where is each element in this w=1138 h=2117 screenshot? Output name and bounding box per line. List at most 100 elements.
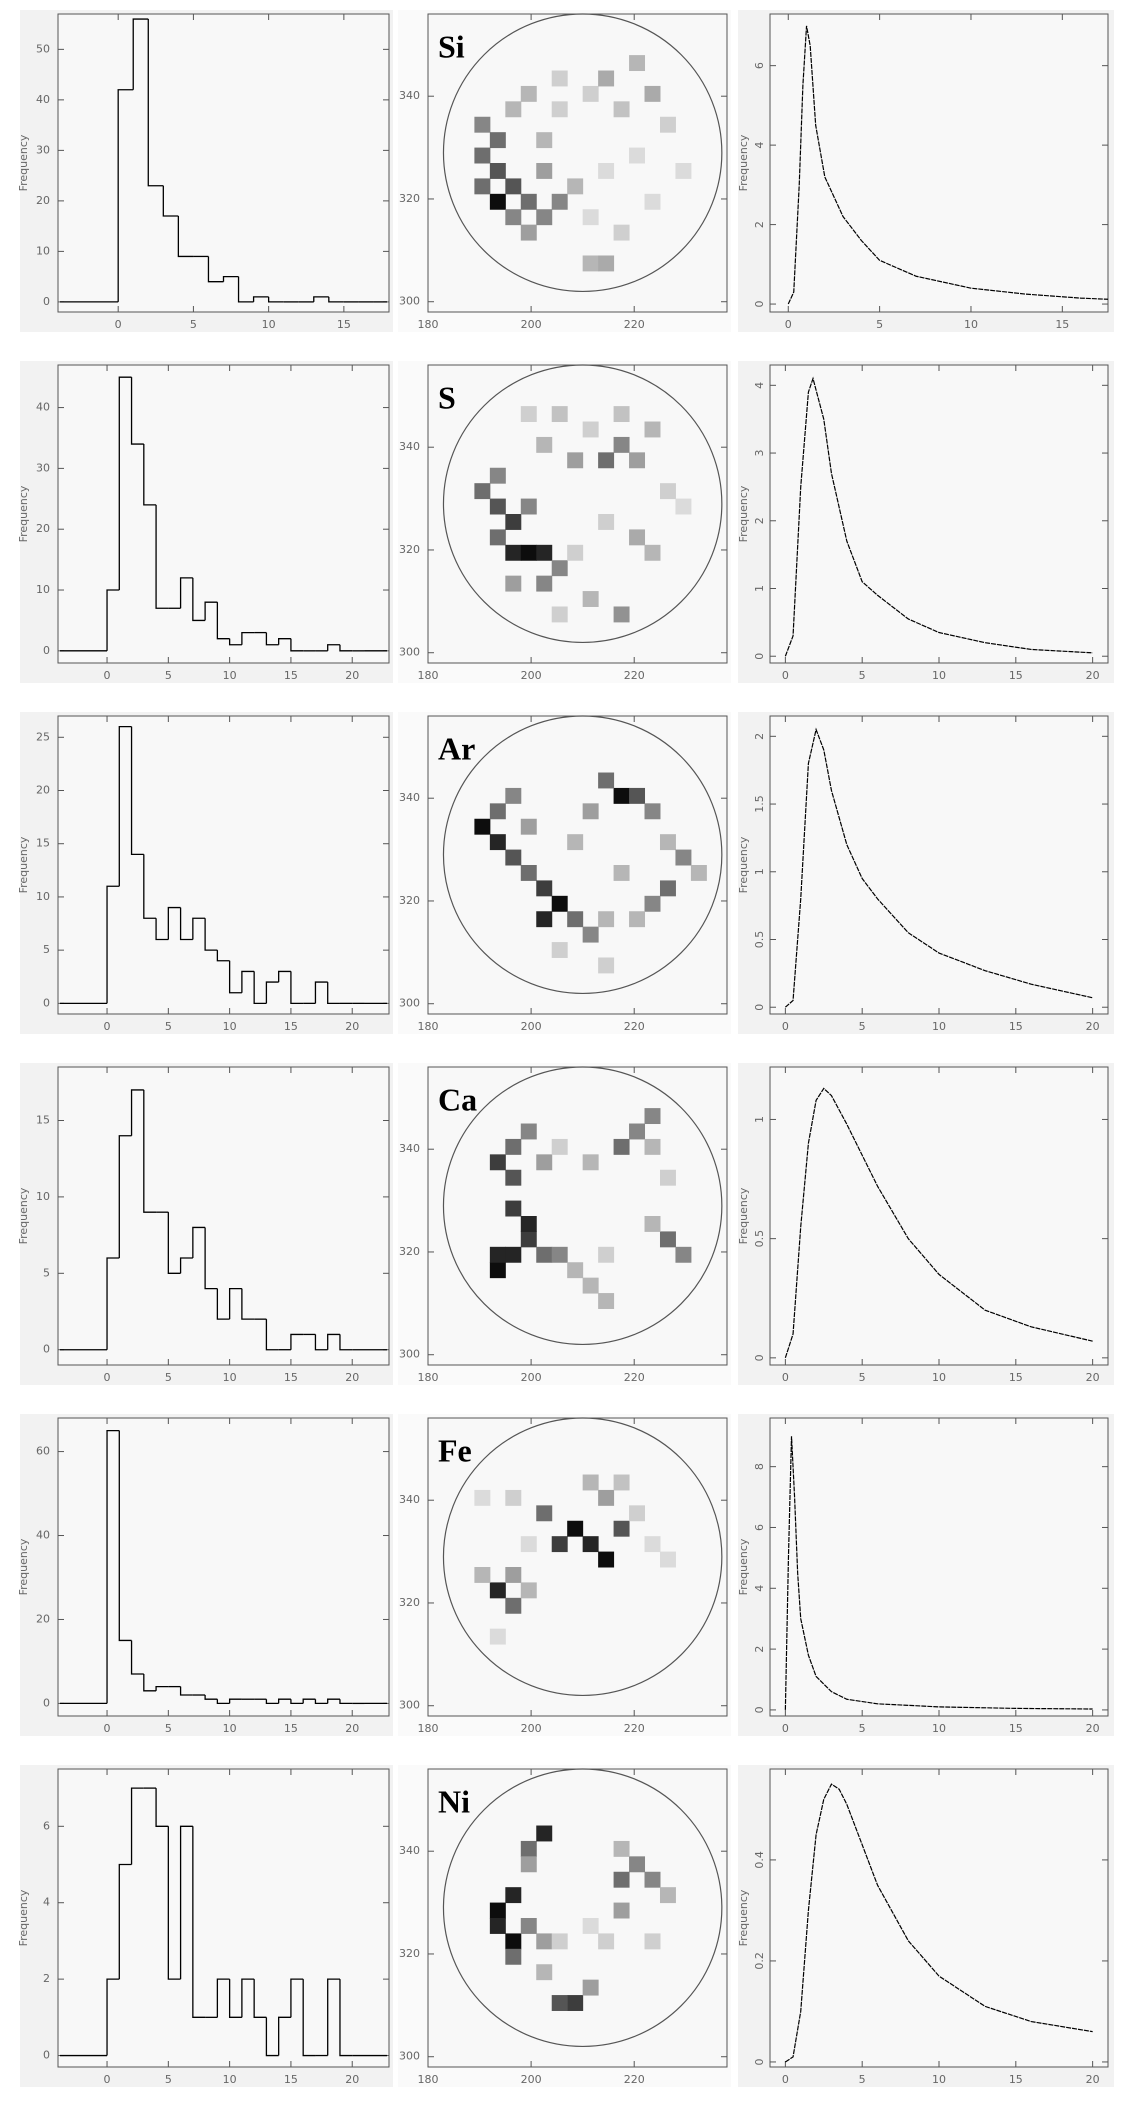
histogram-step xyxy=(265,981,279,1004)
x-tick-label: 20 xyxy=(1086,1371,1100,1384)
pixel xyxy=(613,1902,630,1919)
y-tick-label: 0 xyxy=(753,2058,766,2065)
pixel xyxy=(520,1856,537,1873)
element-label: Ar xyxy=(438,730,475,766)
histogram-step xyxy=(327,1333,340,1350)
pixel xyxy=(613,1840,630,1857)
histogram-step xyxy=(290,1699,304,1705)
region-circle xyxy=(442,364,723,644)
histogram-step xyxy=(228,1287,242,1320)
plot-area xyxy=(57,1768,390,2068)
y-tick-label: 0 xyxy=(43,1343,50,1356)
pixel xyxy=(551,1246,568,1263)
x-tick-label: 15 xyxy=(284,1371,298,1384)
y-tick-label: 0.2 xyxy=(753,1952,766,1970)
pixel xyxy=(551,70,568,87)
x-tick-label: 5 xyxy=(859,1020,866,1033)
pixel xyxy=(520,1582,537,1599)
pixel xyxy=(489,1246,506,1263)
pixel xyxy=(582,1474,599,1491)
x-tick-label: 180 xyxy=(418,1371,439,1384)
pixel xyxy=(489,1628,506,1645)
x-tick-label: 5 xyxy=(859,1722,866,1735)
pixel xyxy=(644,1108,661,1125)
histogram-step xyxy=(118,1430,132,1642)
histogram-step xyxy=(106,1978,120,2056)
pixel xyxy=(659,880,676,897)
x-tick-label: 10 xyxy=(932,1020,946,1033)
y-tick-label: 25 xyxy=(36,730,50,743)
pixel xyxy=(551,1995,568,2011)
pixel xyxy=(613,101,630,118)
pixel xyxy=(489,529,506,546)
histogram-step xyxy=(241,970,255,993)
histogram-step xyxy=(167,1826,181,1980)
region-circle xyxy=(442,715,723,995)
x-tick-label: 20 xyxy=(1086,1020,1100,1033)
pixel xyxy=(489,1582,506,1599)
x-tick-label: 180 xyxy=(418,2073,439,2086)
x-tick-label: 20 xyxy=(1086,1722,1100,1735)
y-tick-label: 0 xyxy=(43,1696,50,1709)
pixel xyxy=(567,834,584,851)
pixel xyxy=(536,1825,553,1842)
y-tick-label: 1 xyxy=(753,585,766,592)
pixel xyxy=(505,1246,522,1263)
distribution-curve xyxy=(784,376,1093,657)
pixel xyxy=(551,895,568,912)
pixel xyxy=(551,1536,568,1553)
region-circle xyxy=(442,1417,723,1697)
x-tick-label: 20 xyxy=(345,2073,359,2086)
pixel xyxy=(644,85,661,102)
y-tick-label: 320 xyxy=(399,1245,420,1258)
pixel xyxy=(551,101,568,118)
x-tick-label: 10 xyxy=(223,1722,237,1735)
x-tick-label: 15 xyxy=(1009,1020,1023,1033)
pixel xyxy=(582,1536,599,1553)
histogram-step xyxy=(106,885,120,1004)
histogram-step xyxy=(155,1685,169,1691)
x-tick-label: 220 xyxy=(624,318,645,331)
y-tick-label: 60 xyxy=(36,1445,50,1458)
y-tick-label: 340 xyxy=(399,1142,420,1155)
x-tick-label: 10 xyxy=(223,1371,237,1384)
pixel xyxy=(598,70,615,87)
x-tick-label: 200 xyxy=(521,669,542,682)
histogram-step xyxy=(130,1640,144,1675)
pixel xyxy=(505,1489,522,1506)
pixel xyxy=(582,591,599,607)
y-tick-label: 6 xyxy=(43,1819,50,1832)
x-tick-label: 5 xyxy=(859,669,866,682)
pixel xyxy=(474,147,491,164)
histogram-step xyxy=(339,1979,353,2057)
histogram-step xyxy=(328,296,344,303)
histogram-step xyxy=(327,982,340,1005)
pixel xyxy=(598,514,615,530)
pixel xyxy=(629,55,646,72)
y-tick-label: 20 xyxy=(36,522,50,535)
x-tick-label: 5 xyxy=(165,1371,172,1384)
pixel xyxy=(551,406,568,423)
pixel xyxy=(505,514,522,530)
pixel xyxy=(582,421,599,438)
x-tick-label: 5 xyxy=(165,2073,172,2086)
element-label: Fe xyxy=(438,1432,472,1468)
pixel xyxy=(520,498,537,515)
element-label: Ca xyxy=(438,1081,477,1117)
pixel xyxy=(474,116,491,133)
region-circle xyxy=(442,1768,723,2048)
pixel xyxy=(536,436,553,453)
x-tick-label: 0 xyxy=(104,1371,111,1384)
pixel xyxy=(536,1933,553,1950)
pixel xyxy=(536,1246,553,1263)
histogram-step xyxy=(216,950,230,962)
y-tick-label: 0 xyxy=(753,1354,766,1361)
pixel xyxy=(489,498,506,515)
histogram-step xyxy=(118,376,132,591)
histogram-step xyxy=(313,296,329,302)
histogram-step xyxy=(253,1979,267,2018)
pixel xyxy=(551,942,568,958)
histogram-step xyxy=(290,971,304,1005)
histogram-step xyxy=(204,918,218,951)
histogram-step xyxy=(130,726,144,856)
